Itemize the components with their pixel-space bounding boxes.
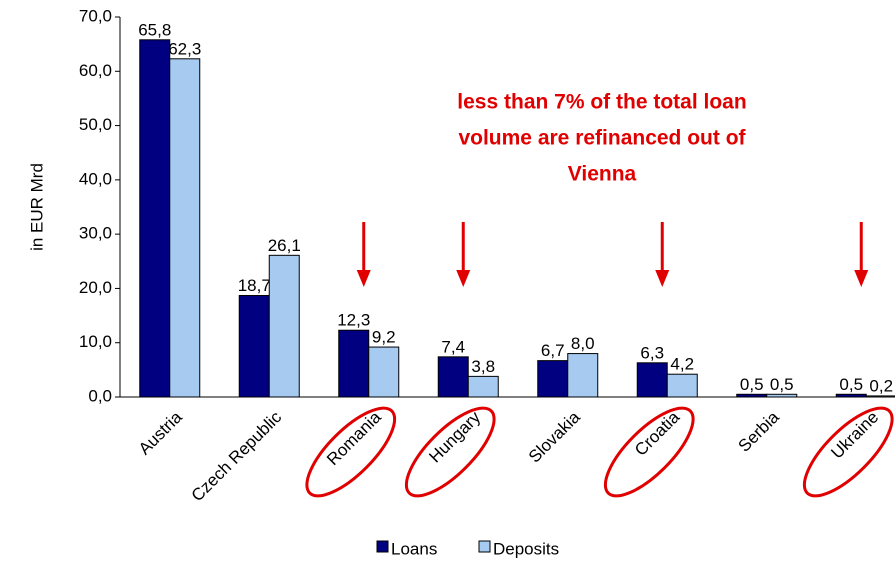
value-label: 4,2 <box>670 355 694 374</box>
x-tick-label: Austria <box>135 407 186 458</box>
bar <box>368 346 400 398</box>
value-label: 9,2 <box>372 328 396 347</box>
highlight-circle <box>404 406 496 498</box>
bar <box>268 254 300 398</box>
bar <box>437 356 469 398</box>
bar <box>338 329 370 398</box>
bar <box>636 362 668 398</box>
annotation: Vienna <box>568 163 637 186</box>
y-tick-label: 0,0 <box>88 386 112 405</box>
annotation: less than 7% of the total loan <box>457 91 746 114</box>
highlight-circle <box>603 406 695 498</box>
y-tick-label: 10,0 <box>79 332 112 351</box>
value-label: 8,0 <box>571 334 595 353</box>
value-label: 65,8 <box>138 20 171 39</box>
bar <box>666 373 698 398</box>
value-label: 0,5 <box>839 375 863 394</box>
y-tick-label: 50,0 <box>79 115 112 134</box>
value-label: 6,3 <box>640 343 664 362</box>
value-label: 0,2 <box>869 376 893 395</box>
x-tick-label: Serbia <box>735 407 784 456</box>
bar <box>467 375 499 398</box>
value-label: 7,4 <box>441 337 465 356</box>
highlight-circle <box>305 406 397 498</box>
arrow-head <box>854 270 869 287</box>
arrow-head <box>356 270 371 287</box>
x-tick-label: Croatia <box>631 407 684 460</box>
bar <box>169 58 201 398</box>
legend-label: Deposits <box>493 539 559 558</box>
bar <box>238 294 270 398</box>
value-label: 18,7 <box>238 276 271 295</box>
bar <box>865 395 895 398</box>
value-label: 12,3 <box>337 311 370 330</box>
arrow-head <box>655 270 670 287</box>
legend-swatch <box>478 540 491 553</box>
y-tick-label: 60,0 <box>79 61 112 80</box>
value-label: 3,8 <box>471 357 495 376</box>
annotation: volume are refinanced out of <box>458 127 746 150</box>
value-label: 26,1 <box>268 236 301 255</box>
bar <box>139 39 171 398</box>
value-label: 0,5 <box>770 375 794 394</box>
bar <box>537 360 569 398</box>
x-tick-label: Czech Republic <box>188 407 286 505</box>
value-label: 62,3 <box>168 39 201 58</box>
bar <box>766 393 798 398</box>
bar <box>835 393 867 398</box>
legend-swatch <box>376 540 389 553</box>
legend-label: Loans <box>391 539 437 558</box>
bar <box>736 393 768 398</box>
y-tick-label: 30,0 <box>79 224 112 243</box>
arrow-head <box>456 270 471 287</box>
y-tick-label: 20,0 <box>79 278 112 297</box>
x-tick-label: Slovakia <box>525 407 584 466</box>
y-tick-label: 40,0 <box>79 169 112 188</box>
value-label: 6,7 <box>541 341 565 360</box>
y-axis-label: in EUR Mrd <box>27 163 46 251</box>
bar <box>567 353 599 398</box>
y-tick-label: 70,0 <box>79 6 112 25</box>
highlight-circle <box>802 406 894 498</box>
value-label: 0,5 <box>740 375 764 394</box>
